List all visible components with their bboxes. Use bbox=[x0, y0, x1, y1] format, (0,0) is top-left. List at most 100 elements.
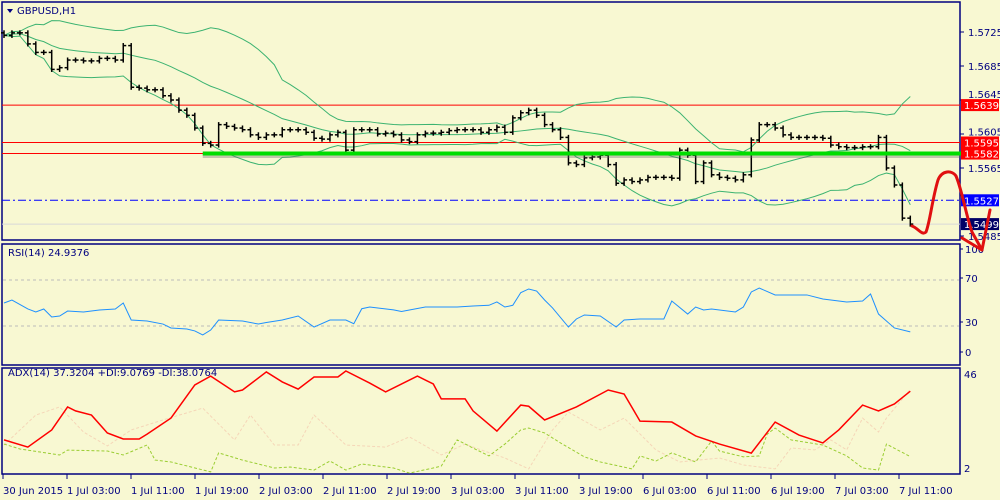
price-bar bbox=[748, 137, 755, 178]
time-tick-label: 6 Jul 03:00 bbox=[643, 486, 697, 497]
price-bar bbox=[454, 127, 461, 134]
bollinger-middle-band bbox=[3, 33, 911, 173]
time-tick-label: 6 Jul 19:00 bbox=[771, 486, 825, 497]
price-bar bbox=[637, 177, 643, 185]
level-price-label: 1.5527 bbox=[964, 196, 999, 207]
level-price-tag bbox=[961, 136, 999, 149]
price-bar bbox=[398, 132, 405, 143]
time-tick-label: 3 Jul 03:00 bbox=[451, 486, 505, 497]
level-price-label: 1.5499 bbox=[964, 220, 999, 231]
level-price-label: 1.5582 bbox=[964, 150, 999, 161]
price-bar bbox=[478, 127, 484, 135]
price-bar bbox=[358, 127, 365, 133]
price-bar bbox=[144, 85, 151, 93]
price-bar bbox=[652, 174, 659, 180]
time-tick-label: 3 Jul 19:00 bbox=[579, 486, 633, 497]
price-bar bbox=[700, 160, 707, 185]
price-bar bbox=[668, 174, 675, 181]
bollinger-lower-band bbox=[3, 34, 911, 207]
price-bar bbox=[557, 127, 564, 140]
level-price-tag bbox=[961, 99, 999, 112]
price-bar bbox=[533, 107, 540, 118]
price-bar bbox=[247, 127, 254, 138]
price-bar bbox=[64, 57, 71, 71]
price-bar bbox=[231, 123, 238, 131]
price-bar bbox=[803, 134, 810, 140]
adx-plot: 46 2 bbox=[3, 370, 977, 475]
price-bar bbox=[859, 144, 866, 151]
rsi-label: RSI(14) 24.9376 bbox=[8, 248, 89, 259]
price-bar bbox=[350, 127, 357, 153]
price-bar bbox=[907, 215, 914, 227]
level-price-label: 1.5639 bbox=[964, 101, 999, 112]
price-bar bbox=[96, 55, 103, 64]
price-bar bbox=[136, 84, 143, 91]
price-bar bbox=[406, 137, 413, 145]
price-bar bbox=[160, 87, 166, 99]
price-bar bbox=[891, 165, 898, 188]
price-bar bbox=[470, 127, 477, 133]
price-bar bbox=[414, 132, 421, 145]
price-bar bbox=[764, 122, 771, 128]
adx-tick-label: 2 bbox=[964, 464, 970, 475]
support-trendline[interactable] bbox=[202, 151, 962, 159]
level-price-label: 1.5595 bbox=[964, 139, 999, 150]
price-bar bbox=[128, 43, 135, 90]
time-tick-label: 2 Jul 11:00 bbox=[323, 486, 377, 497]
price-bar bbox=[104, 55, 111, 61]
price-bar bbox=[175, 97, 182, 113]
price-panel[interactable]: 1.57251.56851.56451.56051.55651.54851.56… bbox=[1, 1, 1000, 243]
price-bar bbox=[430, 130, 437, 136]
rsi-panel[interactable]: 100 70 30 0 RSI(14) 24.9376 bbox=[1, 243, 984, 366]
price-bar bbox=[16, 30, 23, 36]
price-bar bbox=[48, 49, 55, 72]
time-tick-label: 2 Jul 03:00 bbox=[259, 486, 313, 497]
minus-di-line bbox=[3, 389, 911, 470]
price-bar bbox=[811, 134, 818, 140]
symbol-label: GBPUSD,H1 bbox=[17, 6, 76, 17]
price-bar bbox=[780, 125, 787, 138]
price-bar bbox=[732, 175, 739, 183]
rsi-tick-label: 100 bbox=[965, 245, 984, 256]
adx-panel[interactable]: 46 2 ADX(14) 37.3204 +DI:9.0769 -DI:38.07… bbox=[1, 367, 977, 475]
time-tick-label: 6 Jul 11:00 bbox=[707, 486, 761, 497]
price-bar bbox=[621, 177, 628, 186]
price-bar bbox=[493, 124, 500, 133]
price-bar bbox=[660, 174, 667, 180]
time-tick-label: 7 Jul 11:00 bbox=[899, 486, 953, 497]
price-bar bbox=[382, 130, 389, 137]
time-tick-label: 1 Jul 03:00 bbox=[67, 486, 121, 497]
price-bar bbox=[167, 93, 174, 103]
price-bar bbox=[390, 130, 397, 138]
level-price-tag bbox=[961, 147, 999, 160]
price-tick-label: 1.5565 bbox=[968, 164, 1000, 175]
price-tick-label: 1.5725 bbox=[968, 28, 1000, 39]
time-tick-label: 30 Jun 2015 bbox=[3, 486, 63, 497]
rsi-line bbox=[3, 287, 911, 336]
price-tick-label: 1.5605 bbox=[968, 128, 1000, 139]
price-bar bbox=[24, 30, 31, 47]
dropdown-triangle-icon[interactable] bbox=[7, 9, 13, 13]
price-bar bbox=[183, 107, 190, 118]
price-bar bbox=[549, 122, 556, 133]
price-bar bbox=[215, 122, 222, 148]
price-bar bbox=[517, 110, 524, 121]
price-bar bbox=[263, 132, 270, 140]
price-bar bbox=[613, 162, 620, 186]
time-tick-label: 1 Jul 19:00 bbox=[195, 486, 249, 497]
price-bar bbox=[875, 134, 882, 150]
price-tick-label: 1.5685 bbox=[968, 62, 1000, 73]
price-bar bbox=[827, 135, 834, 148]
price-bar bbox=[40, 49, 47, 55]
adx-tick-label: 46 bbox=[964, 370, 977, 381]
price-bar bbox=[851, 145, 858, 151]
price-bar bbox=[788, 132, 795, 140]
price-bar bbox=[255, 132, 262, 140]
price-bar bbox=[843, 144, 850, 151]
price-bar bbox=[485, 127, 492, 135]
price-bar bbox=[573, 160, 580, 168]
price-bar bbox=[8, 30, 15, 38]
price-bar bbox=[303, 127, 310, 135]
